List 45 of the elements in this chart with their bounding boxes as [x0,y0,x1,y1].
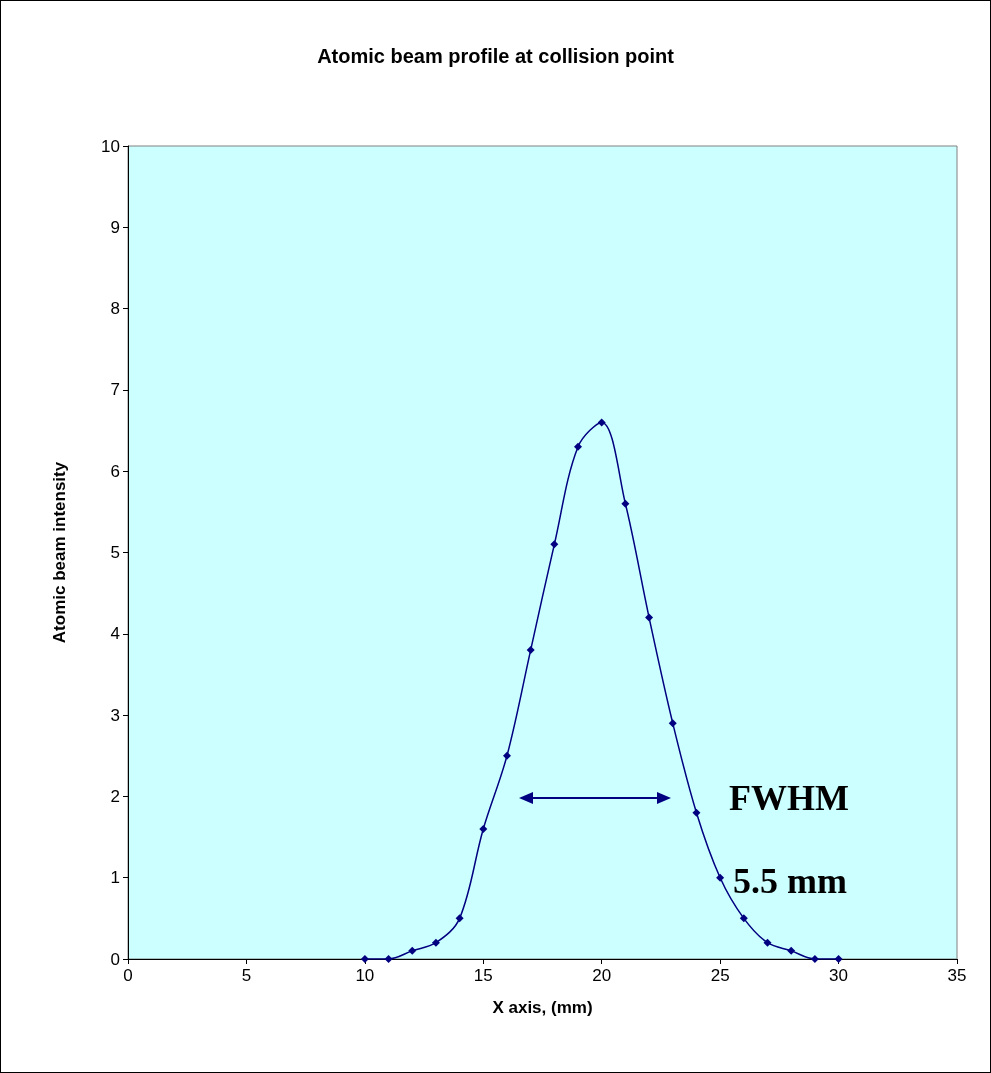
point [384,955,393,963]
point [668,719,677,728]
point [834,955,843,963]
x-tick-label: 15 [473,966,493,985]
y-tick-label: 8 [110,299,120,319]
y-tick-label: 2 [110,786,120,806]
annotation: FWHM [729,778,849,818]
y-tick-label: 1 [110,868,120,888]
y-tick-label: 5 [110,543,120,562]
point [431,938,440,947]
annotation: 5.5 mm [733,861,847,901]
x-tick-label: 0 [123,966,133,985]
x-tick-label: 30 [829,966,849,985]
point [479,824,488,833]
y-tick-label: 0 [110,949,120,969]
y-tick-label: 9 [110,217,120,237]
y-axis-title: Atomic beam intensity [50,461,69,644]
point [692,808,701,817]
x-tick-label: 35 [947,966,967,985]
x-axis-title: X axis, (mm) [492,998,593,1017]
y-tick-label: 10 [101,136,120,156]
point [502,751,511,760]
point [597,418,606,427]
point [645,613,654,622]
point [716,873,725,882]
y-tick-label: 4 [110,624,120,644]
point [739,914,748,923]
point [455,914,464,923]
point [787,946,796,955]
point [360,955,369,963]
point [550,540,559,549]
x-tick-label: 25 [710,966,730,985]
point [574,442,583,451]
y-tick-label: 7 [110,380,120,400]
point [763,938,772,947]
x-tick-label: 5 [241,966,252,985]
x-tick-label: 20 [592,966,612,985]
point [408,946,417,955]
point [621,499,630,508]
point [526,646,535,655]
point [810,955,819,963]
x-tick-label: 10 [355,966,375,985]
y-tick-label: 6 [110,461,120,481]
y-tick-label: 3 [110,705,120,725]
chart-title: Atomic beam profile at collision point [317,45,675,67]
